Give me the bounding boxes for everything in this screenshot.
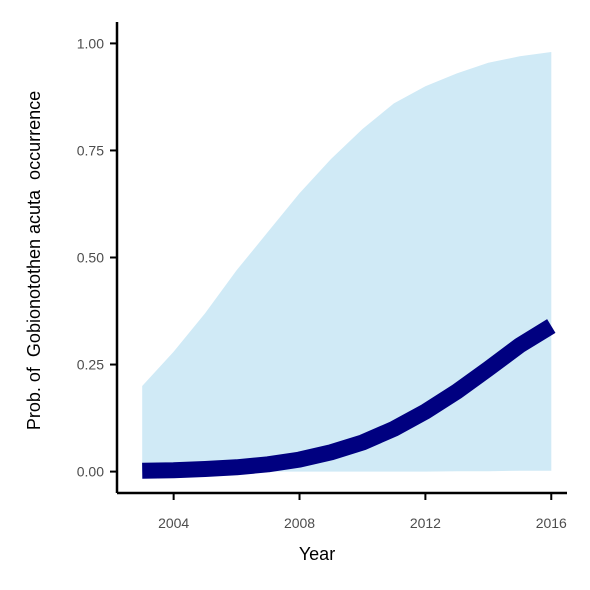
x-tick-label: 2008 <box>284 515 315 531</box>
line-layer <box>142 319 556 479</box>
x-ticks: 2004 2008 2012 2016 <box>158 493 567 531</box>
y-tick-label: 0.75 <box>77 142 104 158</box>
y-tick-label: 1.00 <box>77 35 104 51</box>
y-axis-title: Prob. of Gobionotothen acuta occurrence <box>24 91 44 430</box>
x-tick-label: 2016 <box>536 515 567 531</box>
x-axis-title: Year <box>299 544 335 564</box>
y-ticks: 0.00 0.25 0.50 0.75 1.00 <box>77 35 117 480</box>
y-tick-label: 0.50 <box>77 250 104 266</box>
fitted-probability-line <box>142 319 556 479</box>
ribbon-layer <box>142 52 552 472</box>
y-tick-label: 0.25 <box>77 357 104 373</box>
x-tick-label: 2012 <box>410 515 441 531</box>
confidence-ribbon <box>142 52 552 472</box>
y-tick-label: 0.00 <box>77 464 104 480</box>
x-tick-label: 2004 <box>158 515 189 531</box>
